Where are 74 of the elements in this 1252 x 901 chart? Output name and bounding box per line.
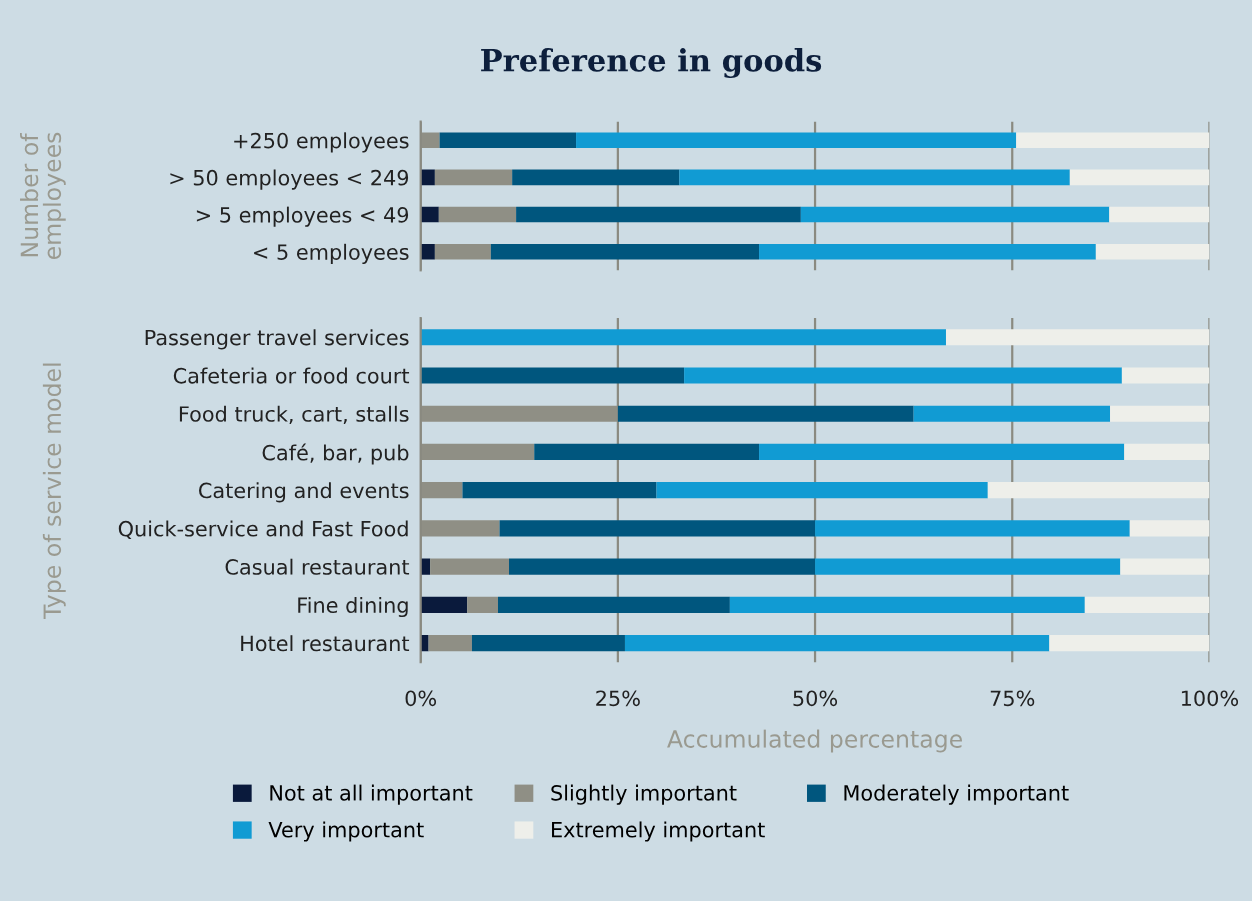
bar xyxy=(438,206,517,223)
bar xyxy=(624,635,1050,652)
bar xyxy=(512,169,680,186)
bar xyxy=(656,482,988,499)
bar xyxy=(430,558,510,575)
bar xyxy=(815,520,1130,537)
bar xyxy=(1121,367,1210,384)
legend-label: Slightly important xyxy=(551,784,737,805)
bar xyxy=(987,482,1210,499)
x-tick-label: 25% xyxy=(596,690,640,707)
y-tick-label: < 5 employees xyxy=(254,243,409,264)
bar xyxy=(945,329,1210,346)
y-tick-label: Passenger travel services xyxy=(145,329,409,350)
legend-label: Very important xyxy=(268,821,424,842)
bar xyxy=(1110,405,1210,422)
y-tick-label: > 5 employees < 49 xyxy=(196,206,409,227)
y-axis-title: Number of employees xyxy=(20,132,66,260)
y-tick-label: > 50 employees < 249 xyxy=(170,169,409,190)
bar xyxy=(534,443,760,460)
bar xyxy=(509,558,816,575)
bar xyxy=(497,596,730,613)
bar xyxy=(815,558,1121,575)
x-tick-label: 0% xyxy=(405,690,437,707)
y-axis-title: Type of service model xyxy=(42,363,66,620)
chart-title: Preference in goods xyxy=(481,48,822,79)
bar xyxy=(1120,558,1210,575)
y-tick-label: Food truck, cart, stalls xyxy=(179,405,409,424)
legend-label: Moderately important xyxy=(844,784,1069,805)
bar xyxy=(1084,596,1210,613)
bar xyxy=(1016,132,1210,149)
y-tick-label: Cafeteria or food court xyxy=(173,367,410,384)
bar xyxy=(490,243,760,260)
bar xyxy=(462,482,657,499)
y-tick-label: Fine dining xyxy=(298,596,408,618)
bar xyxy=(434,169,513,186)
y-tick-label: Catering and events xyxy=(199,482,409,503)
y-tick-label: Hotel restaurant xyxy=(241,635,410,652)
y-tick-label: Casual restaurant xyxy=(225,558,410,575)
bar xyxy=(679,169,1070,186)
bar xyxy=(428,635,472,652)
bar xyxy=(434,243,491,260)
bar xyxy=(439,132,577,149)
bar xyxy=(1069,169,1210,186)
bar xyxy=(576,132,1017,149)
bar xyxy=(1129,520,1210,537)
bar xyxy=(471,635,625,652)
bar xyxy=(420,206,439,223)
bar xyxy=(1124,443,1210,460)
bar xyxy=(516,206,801,223)
bar xyxy=(800,206,1110,223)
x-tick-label: 100% xyxy=(1181,690,1239,707)
bar xyxy=(759,443,1125,460)
bar xyxy=(913,405,1111,422)
y-tick-label: Café, bar, pub xyxy=(262,443,409,465)
bar xyxy=(684,367,1122,384)
bar xyxy=(420,596,468,613)
bar xyxy=(1049,635,1210,652)
bar xyxy=(467,596,498,613)
y-tick-label: +250 employees xyxy=(234,132,409,153)
y-tick-label: Quick-service and Fast Food xyxy=(118,520,408,539)
bar xyxy=(420,243,435,260)
legend-label: Extremely important xyxy=(552,821,765,842)
x-tick-label: 75% xyxy=(990,690,1035,707)
bar xyxy=(759,243,1096,260)
bar xyxy=(420,367,685,384)
x-tick-label: 50% xyxy=(793,690,838,707)
bar xyxy=(729,596,1085,613)
bar xyxy=(1095,243,1210,260)
legend-label: Not at all important xyxy=(270,784,473,805)
bar xyxy=(420,329,946,346)
x-axis-title: Accumulated percentage xyxy=(667,729,962,753)
bar xyxy=(499,520,816,537)
bar xyxy=(1109,206,1210,223)
bar xyxy=(617,405,914,422)
